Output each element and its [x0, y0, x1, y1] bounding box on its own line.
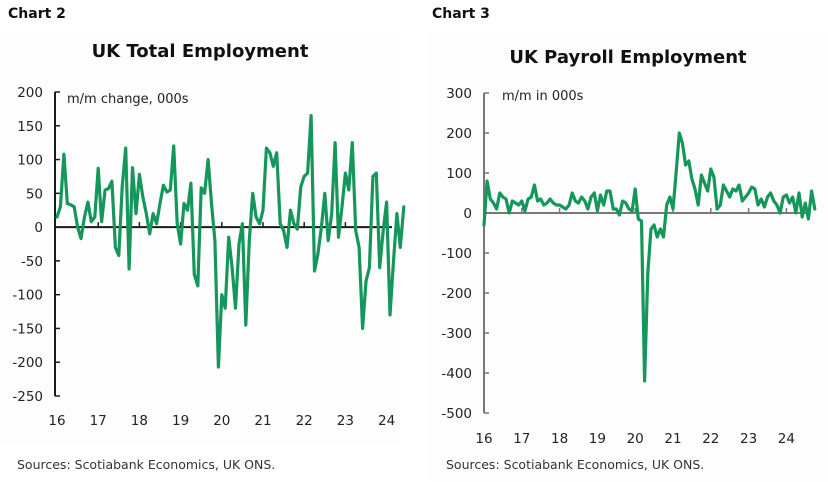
y-tick-label: -200 — [12, 355, 43, 371]
y-tick-label: -150 — [12, 321, 43, 337]
y-unit-label: m/m in 000s — [502, 89, 584, 104]
x-tick-label: 21 — [254, 413, 271, 429]
x-tick-label: 17 — [90, 413, 107, 429]
chart-2-plot: 200 150 100 50 0 -50 -100 -150 -200 -250 16 17 18 19 2… — [12, 85, 406, 429]
x-tick-label: 19 — [589, 431, 606, 447]
series-line — [482, 131, 817, 383]
y-tick-label: -200 — [441, 286, 472, 302]
chart-3-source: Sources: Scotiabank Economics, UK ONS. — [446, 457, 705, 472]
y-tick-label: 100 — [17, 153, 43, 169]
x-tick-label: 21 — [664, 431, 681, 447]
y-tick-label: 150 — [17, 119, 43, 135]
chart-3-label: Chart 3 — [432, 6, 490, 22]
y-tick-label: 0 — [34, 220, 43, 236]
y-tick-label: 100 — [446, 166, 472, 182]
y-tick-label: -500 — [441, 406, 472, 422]
chart-2-label: Chart 2 — [8, 6, 66, 22]
y-tick-label: -100 — [441, 246, 472, 262]
y-tick-label: -300 — [441, 326, 472, 342]
x-tick-label: 19 — [172, 413, 189, 429]
chart-3-panel: Chart 3 UK Payroll Employment 300 200 100 0… — [414, 0, 828, 482]
x-tick-label: 23 — [740, 431, 757, 447]
y-tick-label: 300 — [446, 86, 472, 102]
chart-2-title: UK Total Employment — [91, 41, 309, 62]
x-tick-label: 20 — [627, 431, 644, 447]
y-tick-label: -100 — [12, 288, 43, 304]
y-tick-label: 0 — [463, 206, 472, 222]
y-tick-label: 200 — [446, 126, 472, 142]
x-tick-label: 22 — [296, 413, 313, 429]
x-tick-label: 16 — [48, 413, 65, 429]
x-tick-label: 20 — [213, 413, 230, 429]
x-tick-label: 22 — [702, 431, 719, 447]
x-tick-label: 24 — [778, 431, 795, 447]
x-tick-label: 18 — [131, 413, 148, 429]
chart-2-source: Sources: Scotiabank Economics, UK ONS. — [17, 457, 276, 472]
x-tick-label: 18 — [551, 431, 568, 447]
y-tick-label: -250 — [12, 389, 43, 405]
x-tick-label: 23 — [337, 413, 354, 429]
y-unit-label: m/m change, 000s — [67, 92, 189, 107]
y-tick-label: -400 — [441, 366, 472, 382]
chart-2-panel: Chart 2 UK Total Employment 200 150 100 50 0… — [8, 6, 406, 472]
x-tick-label: 17 — [513, 431, 530, 447]
x-tick-label: 16 — [475, 431, 492, 447]
chart-3-box: UK Payroll Employment — [428, 33, 828, 481]
series-line — [55, 113, 406, 369]
y-tick-label: 200 — [17, 85, 43, 101]
y-tick-label: -50 — [21, 254, 43, 270]
y-tick-label: 50 — [26, 186, 43, 202]
x-tick-label: 24 — [378, 413, 395, 429]
chart-3-title: UK Payroll Employment — [509, 47, 747, 68]
